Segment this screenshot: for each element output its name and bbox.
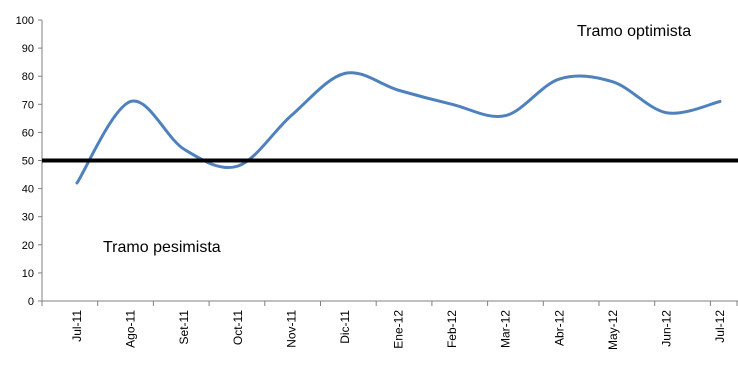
y-ticks: 0 10 20 30 40 50 60 70 80 90 100 [16,15,42,308]
x-tick-label: Mar-12 [499,310,513,348]
y-tick-label: 100 [16,15,34,27]
x-tick-label: Jun-12 [659,310,673,347]
x-tick-label: Ene-12 [392,310,406,349]
series-line [75,71,722,185]
x-tick-label: Abr-12 [552,310,566,346]
y-tick-label: 90 [22,43,34,55]
y-tick-label: 60 [22,127,34,139]
x-tick-label: Dic-11 [338,310,352,344]
pessimistic-zone-label: Tramo pesimista [103,239,221,256]
y-tick-label: 20 [22,240,34,252]
x-tick-label: May-12 [606,310,620,350]
y-tick-label: 0 [28,296,34,308]
x-ticks: Jul-11 Ago-11 Set-11 Oct-11 Nov-11 Dic-11 Ene-… [41,301,738,350]
x-tick-label: Jul-12 [713,310,727,343]
y-tick-label: 70 [22,99,34,111]
y-tick-label: 10 [22,268,34,280]
axes: 0 10 20 30 40 50 60 70 80 90 100 Jul-11 Ago-11 Set-1… [16,15,738,350]
x-tick-label: Ago-11 [124,310,138,348]
x-tick-label: Oct-11 [231,310,245,345]
y-tick-label: 50 [22,156,34,168]
y-tick-label: 30 [22,212,34,224]
x-tick-label: Set-11 [177,310,191,345]
series-layer [75,71,722,185]
x-tick-label: Nov-11 [284,310,298,348]
x-tick-label: Jul-11 [70,310,84,342]
optimistic-zone-label: Tramo optimista [577,23,691,40]
y-tick-label: 80 [22,71,34,83]
y-tick-label: 40 [22,184,34,196]
x-tick-label: Feb-12 [445,310,459,348]
